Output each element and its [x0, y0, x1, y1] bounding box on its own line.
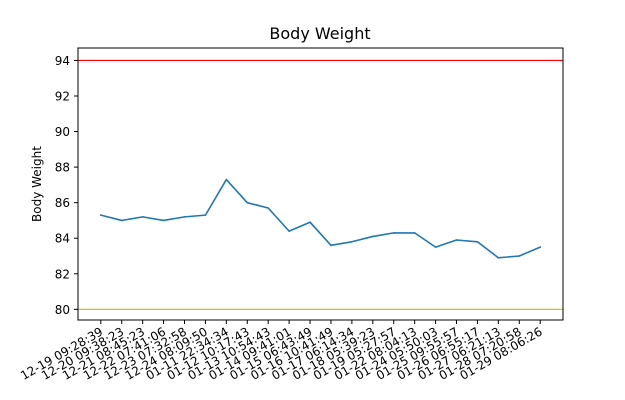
y-axis-label: Body Weight: [30, 146, 44, 222]
data-point: [434, 246, 437, 248]
data-point: [539, 246, 541, 248]
plot-frame: [77, 47, 564, 321]
y-tick-label: 88: [55, 161, 70, 175]
chart-title: Body Weight: [269, 24, 370, 43]
data-point: [455, 239, 458, 241]
data-point: [246, 201, 249, 204]
y-tick-label: 84: [55, 232, 70, 246]
data-point: [204, 214, 207, 216]
data-point: [351, 240, 353, 243]
series-line-1: [100, 178, 542, 259]
data-point: [392, 232, 395, 234]
y-tick-label: 82: [55, 267, 70, 281]
y-tick-label: 80: [55, 303, 70, 317]
data-point: [372, 235, 374, 238]
data-point: [413, 232, 416, 234]
data-point: [497, 256, 500, 259]
y-tick-label: 92: [55, 90, 70, 104]
y-tick-label: 90: [55, 125, 70, 139]
data-point: [267, 207, 269, 209]
data-point: [120, 219, 123, 222]
data-point: [183, 216, 186, 218]
data-point: [162, 219, 165, 222]
data-point: [100, 214, 102, 216]
data-point: [141, 216, 144, 218]
y-tick-label: 94: [55, 54, 70, 68]
data-point: [330, 244, 332, 247]
data-point: [225, 178, 228, 181]
data-point: [476, 240, 479, 243]
data-point: [288, 230, 290, 232]
data-point: [309, 221, 311, 224]
data-point: [518, 255, 521, 257]
y-tick-label: 86: [55, 196, 70, 210]
